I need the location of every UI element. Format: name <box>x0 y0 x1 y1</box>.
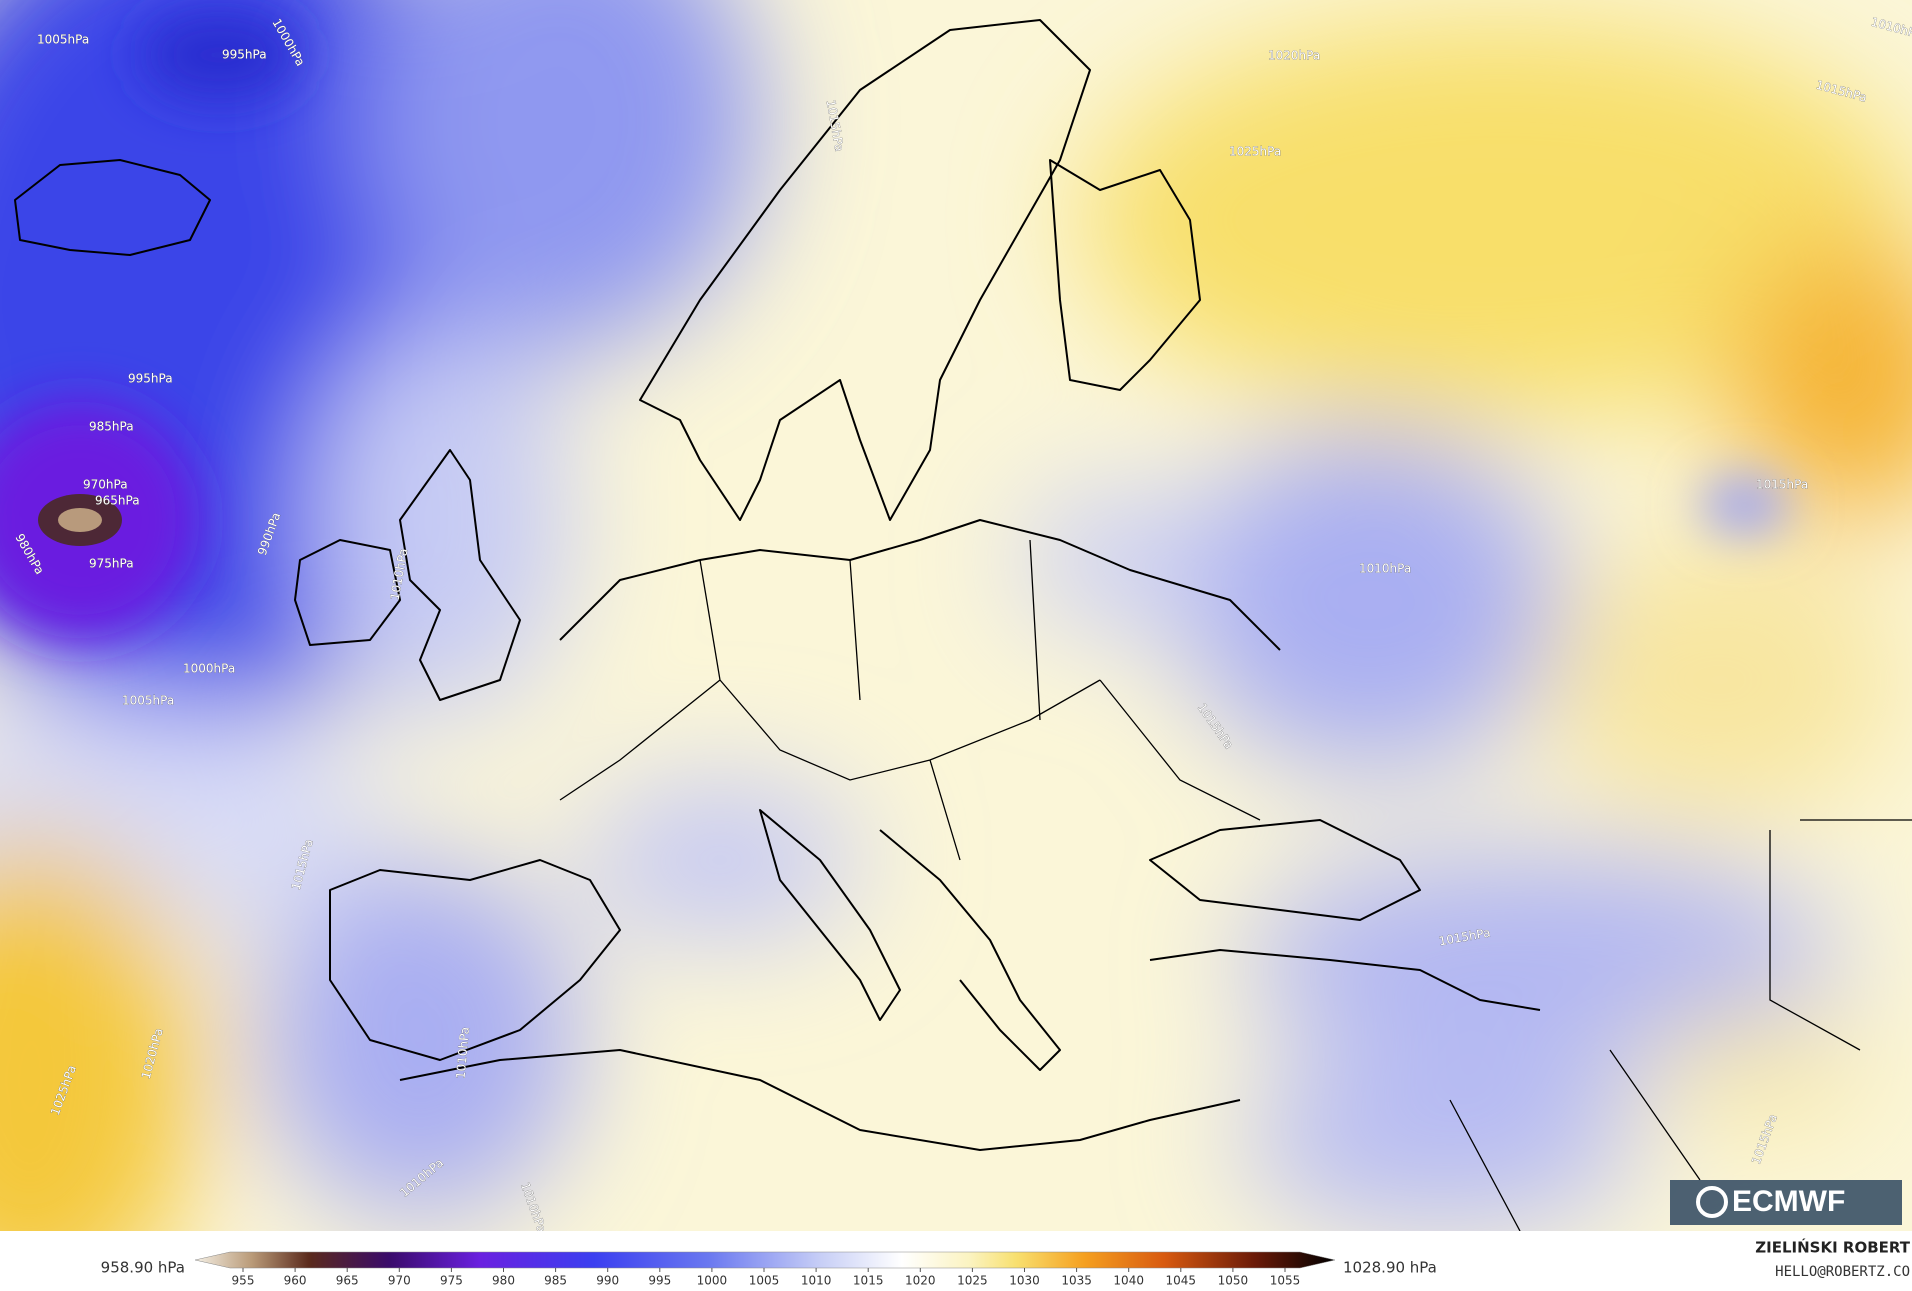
colorbar-ramp <box>194 1251 1336 1269</box>
coastline <box>399 1049 1241 1151</box>
isobar-label: 995hPa <box>222 48 267 62</box>
isobar-label: 965hPa <box>95 494 140 508</box>
colorbar-tick-label: 1010 <box>801 1274 832 1288</box>
colorbar-max-label: 1028.90 hPa <box>1343 1259 1437 1277</box>
colorbar-tick-label: 1025 <box>957 1274 988 1288</box>
border <box>1449 819 1912 1231</box>
author: ZIELIŃSKI ROBERT <box>1755 1238 1910 1257</box>
isobar-label: 1020hPa <box>1268 49 1320 63</box>
coastline <box>759 809 901 1021</box>
coastline <box>639 19 1091 521</box>
colorbar-tick-label: 1020 <box>905 1274 936 1288</box>
logo-text: ECMWF <box>1732 1185 1845 1218</box>
isobar-label: 1010hPa <box>454 1026 472 1079</box>
coastline <box>294 539 401 646</box>
colorbar-tick-label: 965 <box>336 1274 359 1288</box>
colorbar-tick-label: 960 <box>284 1274 307 1288</box>
coastline <box>329 859 621 1061</box>
isobar-label: 1005hPa <box>122 694 174 708</box>
colorbar-tick-label: 975 <box>440 1274 463 1288</box>
logo-icon <box>1696 1186 1728 1218</box>
isobar-label: 995hPa <box>128 372 173 386</box>
isobar-label: 970hPa <box>83 478 128 492</box>
colorbar: 958.90 hPa 1028.90 hPa 955 960 965 970 975 98… <box>101 1251 1437 1288</box>
coastline <box>879 829 1061 1071</box>
colorbar-tick-label: 1045 <box>1166 1274 1197 1288</box>
contact: HELLO@ROBERTZ.CO <box>1775 1264 1910 1280</box>
coastline <box>1049 159 1201 391</box>
coastline <box>1149 819 1421 921</box>
colorbar-tick-label: 990 <box>596 1274 619 1288</box>
colorbar-tick-label: 955 <box>232 1274 255 1288</box>
colorbar-tick-label: 970 <box>388 1274 411 1288</box>
isobar-label: 1010hPa <box>1359 562 1411 576</box>
isobar-label: 1015hPa <box>1756 478 1808 492</box>
isobar-label: 1005hPa <box>37 33 89 47</box>
isobar-label: 975hPa <box>89 557 134 571</box>
colorbar-tick-label: 1030 <box>1009 1274 1040 1288</box>
colorbar-tick-label: 1015 <box>853 1274 884 1288</box>
colorbar-min-label: 958.90 hPa <box>101 1259 185 1277</box>
colorbar-tick-label: 1050 <box>1218 1274 1249 1288</box>
colorbar-tick-label: 1040 <box>1113 1274 1144 1288</box>
isobar-label: 985hPa <box>89 420 134 434</box>
colorbar-tick-label: 1035 <box>1061 1274 1092 1288</box>
coastline <box>559 519 1281 651</box>
colorbar-tick-label: 985 <box>544 1274 567 1288</box>
colorbar-tick-label: 980 <box>492 1274 515 1288</box>
border <box>559 539 1261 861</box>
isobar-label: 1000hPa <box>183 662 235 676</box>
coastline <box>399 449 521 701</box>
coastline <box>14 159 211 256</box>
colorbar-tick-label: 1055 <box>1270 1274 1301 1288</box>
isobar-label: 1025hPa <box>1229 145 1281 159</box>
colorbar-tick-label: 995 <box>648 1274 671 1288</box>
coastline <box>1149 949 1541 1011</box>
colorbar-tick-label: 1005 <box>749 1274 780 1288</box>
colorbar-tick-label: 1000 <box>697 1274 728 1288</box>
logo: ECMWF <box>1670 1180 1902 1225</box>
